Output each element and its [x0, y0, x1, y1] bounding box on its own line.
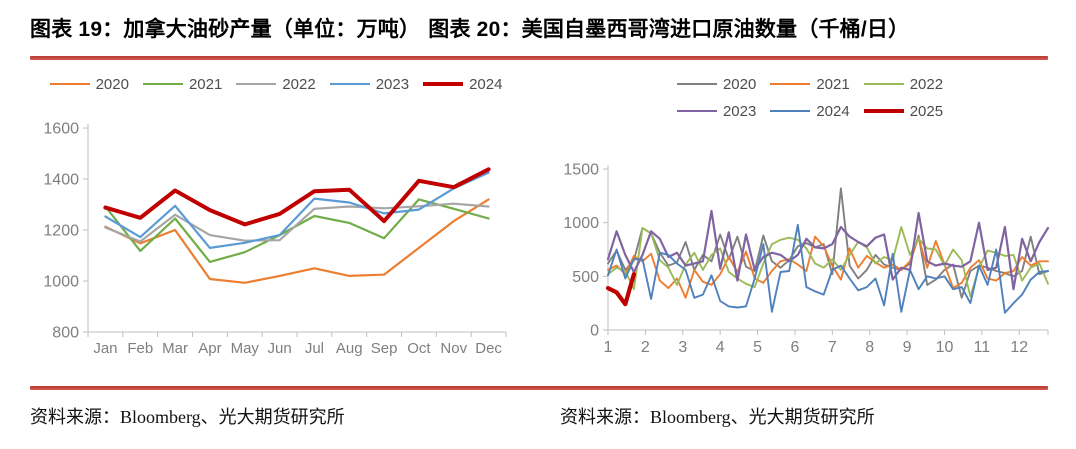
- axis-label: 12: [1010, 339, 1028, 356]
- axis-label: Sep: [371, 340, 398, 357]
- axis-label: 1: [604, 339, 613, 356]
- series-line-2025: [605, 272, 637, 307]
- chart-19-title: 图表 19：加拿大油砂产量（单位：万吨）: [30, 18, 421, 41]
- axis-label: Mar: [162, 340, 188, 357]
- legend-label-2021: 2021: [188, 75, 223, 93]
- axis-label: 8: [865, 339, 874, 356]
- axis-label: 1500: [563, 162, 599, 179]
- legend-item-2024: 2024: [770, 102, 850, 120]
- axis-label: 1000: [563, 215, 599, 232]
- legend-swatch-2020: [676, 83, 717, 85]
- axis-label: Jun: [267, 340, 291, 357]
- gulf-imports-chart-panel: 2020 2021 2022 2023 2024 2025 0 500 1000 1500 1 2 3…: [560, 74, 1060, 362]
- series-line-2024: [103, 167, 491, 227]
- chart-20-title: 图表 20：美国自墨西哥湾进口原油数量（千桶/日）: [428, 18, 910, 41]
- legend-item-2022: 2022: [236, 75, 316, 93]
- axis-label: 5: [753, 339, 762, 356]
- legend-swatch-2021: [142, 83, 183, 85]
- legend-swatch-2022: [236, 83, 277, 85]
- axis-label: 2: [641, 339, 650, 356]
- axis-label: 4: [716, 339, 725, 356]
- axis-label: 10: [936, 339, 954, 356]
- axis-label: 3: [678, 339, 687, 356]
- series-line-2021: [607, 235, 1049, 299]
- oil-sands-chart-panel: 2020 2021 2022 2023 2024 800 1000 1200 1400 1600…: [30, 74, 522, 366]
- bottom-divider-rule: [30, 386, 1048, 390]
- legend-swatch-2024: [423, 82, 464, 86]
- legend-swatch-2022: [863, 83, 904, 85]
- series-line-2020: [104, 198, 490, 284]
- legend-label-2022: 2022: [909, 75, 944, 93]
- axis-label: 1200: [43, 223, 79, 240]
- axis-label: Jul: [305, 340, 324, 357]
- axis-label: Jan: [93, 340, 117, 357]
- legend-item-2021: 2021: [142, 75, 223, 93]
- legend-row: 2023 2024 2025: [676, 101, 944, 121]
- series-line-2023: [606, 209, 1050, 291]
- legend-label-2025: 2025: [909, 102, 944, 120]
- oil-sands-chart-canvas: 800 1000 1200 1400 1600 Jan Feb Mar Apr May Jun Jul…: [43, 121, 507, 357]
- source-note-right: 资料来源：Bloomberg、光大期货研究所: [560, 407, 875, 427]
- legend-swatch-2023: [676, 110, 717, 112]
- axis-label: 7: [828, 339, 837, 356]
- source-note-left: 资料来源：Bloomberg、光大期货研究所: [30, 407, 345, 427]
- legend-item-2020: 2020: [676, 75, 757, 93]
- legend-swatch-2021: [770, 83, 811, 85]
- legend-label-2020: 2020: [95, 75, 129, 93]
- legend-swatch-2024: [770, 110, 811, 112]
- axis-label: 11: [974, 339, 991, 356]
- oil-sands-legend: 2020 2021 2022 2023 2024: [30, 74, 522, 94]
- legend-swatch-2023: [329, 83, 370, 85]
- axis-label: 800: [52, 325, 79, 342]
- legend-item-2023: 2023: [676, 102, 757, 120]
- legend-swatch-2025: [863, 109, 904, 113]
- axis-label: Oct: [407, 340, 431, 357]
- legend-row: 2020 2021 2022 2023 2024: [49, 74, 502, 94]
- axis-label: Nov: [440, 340, 467, 357]
- legend-label-2021: 2021: [816, 75, 850, 93]
- legend-item-2020: 2020: [49, 75, 129, 93]
- axis-label: 9: [903, 339, 912, 356]
- series-line-2023: [104, 171, 490, 249]
- legend-label-2022: 2022: [282, 75, 316, 93]
- legend-swatch-2020: [49, 83, 90, 85]
- axis-label: Aug: [336, 340, 363, 357]
- axis-label: May: [231, 340, 260, 357]
- legend-item-2021: 2021: [770, 75, 850, 93]
- axis-label: 1000: [43, 274, 79, 291]
- legend-item-2024: 2024: [423, 76, 502, 93]
- axis-label: Feb: [127, 340, 153, 357]
- legend-item-2025: 2025: [863, 102, 944, 120]
- axis-label: 6: [790, 339, 799, 356]
- legend-label-2024: 2024: [469, 75, 503, 93]
- axis-label: 1600: [43, 121, 79, 138]
- legend-label-2023: 2023: [375, 75, 410, 93]
- legend-item-2023: 2023: [329, 75, 410, 93]
- legend-row: 2020 2021 2022: [676, 74, 944, 94]
- top-divider-rule: [30, 56, 1048, 60]
- series-line-2020: [607, 187, 1049, 299]
- axis-label: Dec: [475, 340, 502, 357]
- series-line-2021: [104, 198, 490, 263]
- axis-label: Apr: [198, 340, 221, 357]
- page-title: 图表 19：加拿大油砂产量（单位：万吨） 图表 20：美国自墨西哥湾进口原油数量…: [30, 13, 1054, 43]
- axis-label: 500: [572, 269, 599, 286]
- legend-label-2024: 2024: [816, 102, 850, 120]
- legend-label-2020: 2020: [722, 75, 757, 93]
- legend-item-2022: 2022: [863, 75, 944, 93]
- axis-label: 0: [590, 323, 599, 340]
- gulf-imports-legend: 2020 2021 2022 2023 2024 2025: [560, 74, 1060, 121]
- legend-label-2023: 2023: [722, 102, 757, 120]
- axis-label: 1400: [43, 172, 79, 189]
- series-line-2024: [607, 223, 1049, 314]
